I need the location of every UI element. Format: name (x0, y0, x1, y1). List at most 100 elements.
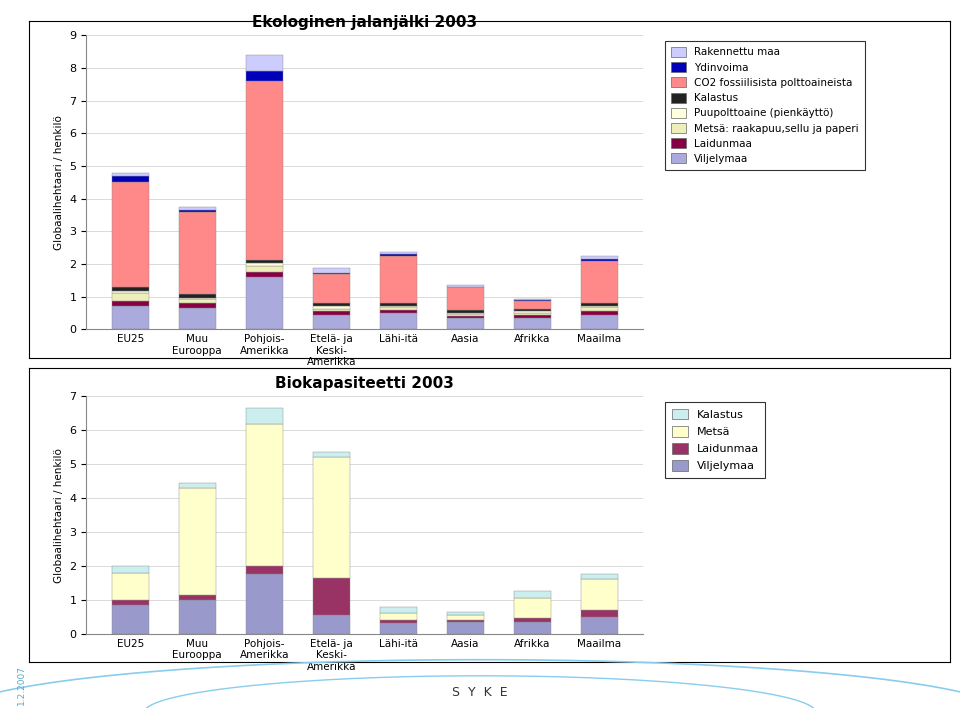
Bar (179, 483, 216, 488)
Bar (581, 314, 618, 329)
Bar (246, 261, 282, 263)
Bar (313, 312, 349, 314)
Bar (380, 613, 417, 620)
Bar (581, 610, 618, 617)
Bar (246, 81, 282, 261)
Bar (380, 306, 417, 307)
Bar (514, 313, 551, 314)
Legend: Rakennettu maa, Ydinvoima, CO2 fossiilisista polttoaineista, Kalastus, Puupoltto: Rakennettu maa, Ydinvoima, CO2 fossiilis… (665, 40, 865, 170)
Bar (111, 173, 149, 176)
Bar (514, 591, 551, 598)
Bar (514, 622, 551, 634)
Bar (581, 259, 618, 261)
Bar (581, 256, 618, 259)
Bar (514, 301, 551, 309)
Bar (380, 607, 417, 613)
Text: 1.2.2007: 1.2.2007 (16, 666, 26, 705)
Bar (380, 624, 417, 634)
Legend: Kalastus, Metsä, Laidunmaa, Viljelymaa: Kalastus, Metsä, Laidunmaa, Viljelymaa (665, 402, 765, 478)
Bar (313, 304, 349, 306)
Bar (514, 598, 551, 618)
Bar (313, 452, 349, 457)
Bar (111, 302, 149, 307)
Bar (179, 308, 216, 329)
Bar (447, 622, 484, 634)
Bar (179, 298, 216, 299)
Bar (313, 274, 349, 304)
Bar (514, 314, 551, 318)
Bar (447, 620, 484, 622)
Bar (514, 299, 551, 300)
Bar (514, 311, 551, 313)
Bar (447, 316, 484, 318)
Bar (380, 307, 417, 309)
Bar (380, 252, 417, 254)
Bar (447, 314, 484, 316)
Bar (179, 303, 216, 308)
Bar (380, 620, 417, 624)
Bar (313, 268, 349, 273)
Bar (246, 55, 282, 71)
Bar (111, 287, 149, 291)
Bar (447, 313, 484, 314)
Bar (581, 304, 618, 306)
Y-axis label: Globaalihehtaari / henkilö: Globaalihehtaari / henkilö (54, 447, 64, 583)
Bar (246, 409, 282, 423)
Bar (179, 488, 216, 595)
Bar (313, 615, 349, 634)
Bar (179, 294, 216, 298)
Bar (313, 457, 349, 578)
Bar (313, 273, 349, 274)
Bar (111, 176, 149, 182)
Bar (447, 310, 484, 313)
Title: Ekologinen jalanjälki 2003: Ekologinen jalanjälki 2003 (252, 15, 477, 30)
Bar (246, 423, 282, 566)
Bar (380, 309, 417, 313)
Bar (514, 318, 551, 329)
Bar (111, 307, 149, 329)
Bar (313, 309, 349, 312)
Bar (581, 574, 618, 579)
Bar (246, 266, 282, 272)
Bar (380, 256, 417, 303)
Bar (447, 318, 484, 329)
Bar (246, 566, 282, 574)
Bar (179, 299, 216, 303)
Bar (246, 574, 282, 634)
Bar (246, 71, 282, 81)
Bar (111, 605, 149, 634)
Bar (179, 210, 216, 212)
Bar (581, 307, 618, 312)
Bar (447, 615, 484, 620)
Bar (581, 617, 618, 634)
Bar (447, 612, 484, 615)
Bar (111, 566, 149, 573)
Bar (514, 618, 551, 622)
Bar (179, 207, 216, 210)
Bar (246, 277, 282, 329)
Bar (313, 314, 349, 329)
Bar (380, 303, 417, 306)
Bar (313, 306, 349, 309)
Bar (111, 600, 149, 605)
Bar (111, 291, 149, 293)
Bar (581, 579, 618, 610)
Title: Biokapasiteetti 2003: Biokapasiteetti 2003 (276, 376, 454, 391)
Bar (246, 272, 282, 277)
Bar (111, 182, 149, 287)
Bar (514, 309, 551, 311)
Bar (179, 600, 216, 634)
Bar (380, 313, 417, 329)
Bar (313, 578, 349, 615)
Bar (179, 212, 216, 294)
Bar (581, 312, 618, 314)
Bar (111, 573, 149, 600)
Bar (380, 254, 417, 256)
Bar (581, 261, 618, 304)
Bar (447, 285, 484, 287)
Bar (246, 263, 282, 266)
Y-axis label: Globaalihehtaari / henkilö: Globaalihehtaari / henkilö (54, 115, 64, 250)
Bar (179, 595, 216, 600)
Bar (581, 306, 618, 307)
Text: S  Y  K  E: S Y K E (452, 686, 508, 699)
